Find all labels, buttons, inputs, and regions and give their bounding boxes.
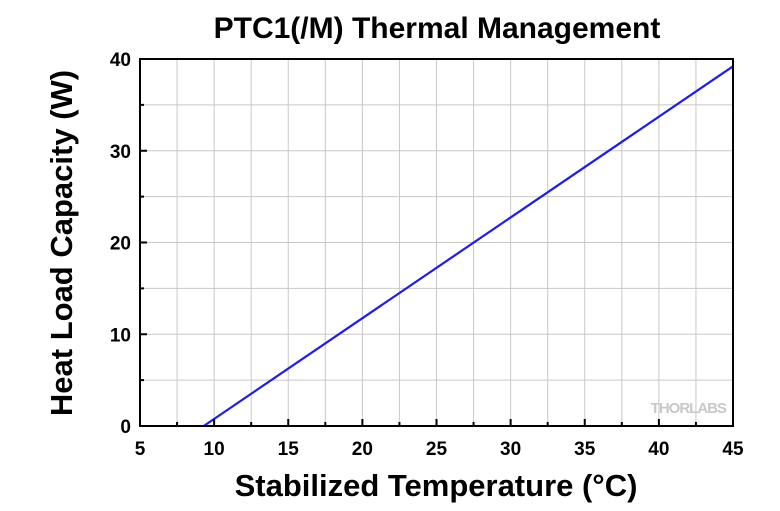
- y-tick-label: 30: [110, 142, 131, 163]
- series-layer: [203, 65, 734, 427]
- x-tick-label: 40: [648, 439, 669, 460]
- grid: [140, 59, 733, 426]
- x-tick-label: 25: [426, 439, 448, 460]
- x-tick-label: 15: [278, 439, 300, 460]
- y-axis-label: Heat Load Capacity (W): [44, 70, 79, 416]
- y-tick-label: 10: [110, 325, 131, 346]
- x-tick-label: 10: [204, 439, 225, 460]
- axis-ticks: [139, 58, 734, 427]
- y-tick-label: 40: [110, 50, 131, 71]
- x-tick-label: 20: [352, 439, 373, 460]
- x-tick-label: 5: [135, 439, 146, 460]
- x-tick-label: 35: [574, 439, 596, 460]
- x-tick-label: 30: [500, 439, 521, 460]
- y-tick-label: 0: [120, 417, 131, 438]
- y-tick-labels: 0 10 20 30 40: [110, 50, 131, 438]
- x-tick-labels: 5 10 15 20 25 30 35 40 45: [135, 439, 744, 460]
- series-line-0: [203, 65, 734, 427]
- chart-title: PTC1(/M) Thermal Management: [214, 12, 661, 45]
- x-axis-label: Stabilized Temperature (°C): [235, 468, 638, 503]
- x-tick-label: 45: [722, 439, 744, 460]
- y-tick-label: 20: [110, 234, 131, 255]
- thorlabs-watermark: THORLABS: [651, 400, 727, 417]
